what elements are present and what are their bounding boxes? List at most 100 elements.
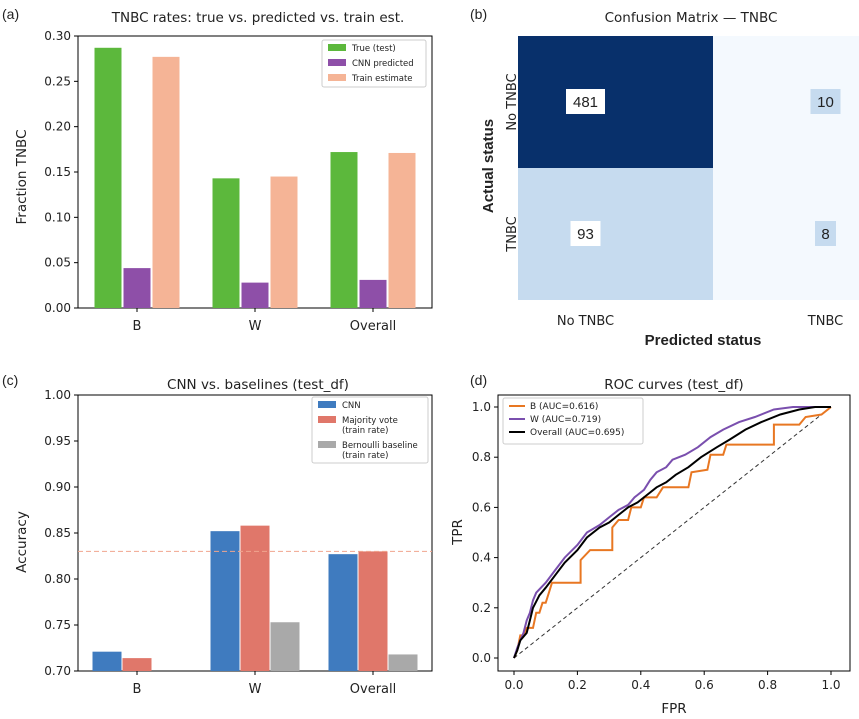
cm-value-box <box>815 221 836 246</box>
roc-ytick-label: 1.0 <box>472 400 491 414</box>
cm-xtick-label: TNBC <box>807 314 843 329</box>
c-ytick-label: 1.00 <box>44 388 71 402</box>
a-ytick-label: 0.20 <box>44 120 71 134</box>
roc-legend-label: B (AUC=0.616) <box>530 402 598 412</box>
c-bar <box>328 554 358 671</box>
chart-b-xlabel: Predicted status <box>645 332 762 349</box>
cm-ytick-label: No TNBC <box>505 73 520 130</box>
c-legend-swatch <box>318 401 336 408</box>
a-legend-box <box>321 39 427 88</box>
cm-value-box <box>570 221 601 246</box>
c-ytick-label: 0.85 <box>44 526 71 540</box>
a-bar <box>123 268 151 308</box>
chart-a: 0.00 0.05 0.10 0.15 0.20 0.25 0.30 B W Overall Tru… <box>44 29 433 334</box>
cm-cell <box>518 168 713 300</box>
c-legend-label: (train rate) <box>342 426 388 436</box>
roc-ytick-label: 0.2 <box>472 601 491 615</box>
c-bar <box>122 658 152 671</box>
chart-a-ylabel: Fraction TNBC <box>14 130 30 225</box>
c-bar <box>358 551 388 671</box>
panel-label-a: (a) <box>2 6 19 22</box>
c-legend-swatch <box>318 416 336 423</box>
cm-cell <box>713 168 859 300</box>
roc-xtick-label: 1.0 <box>821 678 840 692</box>
roc-curve-w <box>513 406 831 659</box>
c-bar <box>92 651 122 671</box>
c-ytick-label: 0.90 <box>44 480 71 494</box>
panel-label-c: (c) <box>2 372 18 388</box>
chart-d-title: ROC curves (test_df) <box>604 377 743 393</box>
a-bar <box>152 56 180 308</box>
c-bar <box>210 531 240 671</box>
a-ytick-label: 0.00 <box>44 301 71 315</box>
a-bar <box>388 152 416 308</box>
c-xtick-label: W <box>249 682 262 697</box>
chart-d-xlabel: FPR <box>661 701 686 717</box>
chart-c-title: CNN vs. baselines (test_df) <box>167 377 349 393</box>
chart-c: 0.70 0.75 0.80 0.85 0.90 0.95 1.00 B W Overall CNN… <box>44 388 433 697</box>
a-ytick-label: 0.25 <box>44 74 71 88</box>
chart-b: 481 10 93 8 No TNBC TNBC No TNBC TNBC <box>505 36 859 329</box>
a-ytick-label: 0.30 <box>44 29 71 43</box>
a-bar <box>94 47 122 308</box>
chart-d: 0.0 0.2 0.4 0.6 0.8 1.0 0.0 0.2 0.4 0.6 0.8 1.0 B (A… <box>472 394 851 692</box>
cm-value: 10 <box>817 94 834 111</box>
roc-xtick-label: 0.8 <box>758 678 777 692</box>
roc-ytick-label: 0.6 <box>472 500 491 514</box>
a-xtick-label: Overall <box>350 319 396 334</box>
a-bar <box>330 152 358 308</box>
a-xtick-label: B <box>133 319 142 334</box>
a-legend-swatch <box>328 74 346 81</box>
a-xtick-label: W <box>249 319 262 334</box>
c-legend-label: CNN <box>342 401 361 411</box>
cm-value: 481 <box>573 94 598 111</box>
a-legend-label: True (test) <box>351 44 396 54</box>
roc-ytick-label: 0.8 <box>472 450 491 464</box>
c-bar <box>240 525 270 671</box>
roc-xtick-label: 0.6 <box>695 678 714 692</box>
a-legend-swatch <box>328 44 346 51</box>
a-bar <box>270 176 298 308</box>
cm-value: 8 <box>821 226 829 243</box>
c-legend-swatch <box>318 441 336 448</box>
c-ytick-label: 0.80 <box>44 572 71 586</box>
roc-xtick-label: 0.2 <box>568 678 587 692</box>
c-legend-label: Bernoulli baseline <box>342 441 418 451</box>
cm-cell <box>518 36 713 168</box>
a-ytick-label: 0.05 <box>44 256 71 270</box>
roc-chance-line <box>513 406 832 659</box>
roc-xtick-label: 0.0 <box>504 678 523 692</box>
a-legend-label: Train estimate <box>351 74 413 84</box>
roc-legend-label: W (AUC=0.719) <box>530 415 601 425</box>
a-ytick-label: 0.10 <box>44 210 71 224</box>
roc-curve-overall <box>513 406 831 659</box>
roc-legend-box <box>502 397 644 445</box>
roc-ytick-label: 0.4 <box>472 551 491 565</box>
chart-b-title: Confusion Matrix — TNBC <box>605 10 778 26</box>
cm-ytick-label: TNBC <box>505 216 520 252</box>
c-xtick-label: Overall <box>350 682 396 697</box>
a-bar <box>359 279 387 308</box>
roc-legend-label: Overall (AUC=0.695) <box>530 428 624 438</box>
c-ytick-label: 0.70 <box>44 664 71 678</box>
roc-xtick-label: 0.4 <box>631 678 650 692</box>
c-ytick-label: 0.95 <box>44 434 71 448</box>
cm-value: 93 <box>577 226 594 243</box>
a-ytick-label: 0.15 <box>44 165 71 179</box>
roc-curve-b <box>513 406 832 659</box>
roc-plot-frame <box>497 394 851 672</box>
chart-b-ylabel: Actual status <box>480 119 497 213</box>
chart-d-ylabel: TPR <box>450 519 466 546</box>
chart-c-ylabel: Accuracy <box>14 511 30 573</box>
chart-a-title: TNBC rates: true vs. predicted vs. train… <box>111 10 405 26</box>
panel-label-b: (b) <box>470 6 487 22</box>
c-legend-label: Majority vote <box>342 416 398 426</box>
cm-value-box <box>810 89 841 114</box>
c-ytick-label: 0.75 <box>44 618 71 632</box>
cm-xtick-label: No TNBC <box>557 314 614 329</box>
roc-ytick-label: 0.0 <box>472 651 491 665</box>
c-legend-box <box>311 396 429 464</box>
c-legend-label: (train rate) <box>342 451 388 461</box>
cm-value-box <box>566 89 605 114</box>
